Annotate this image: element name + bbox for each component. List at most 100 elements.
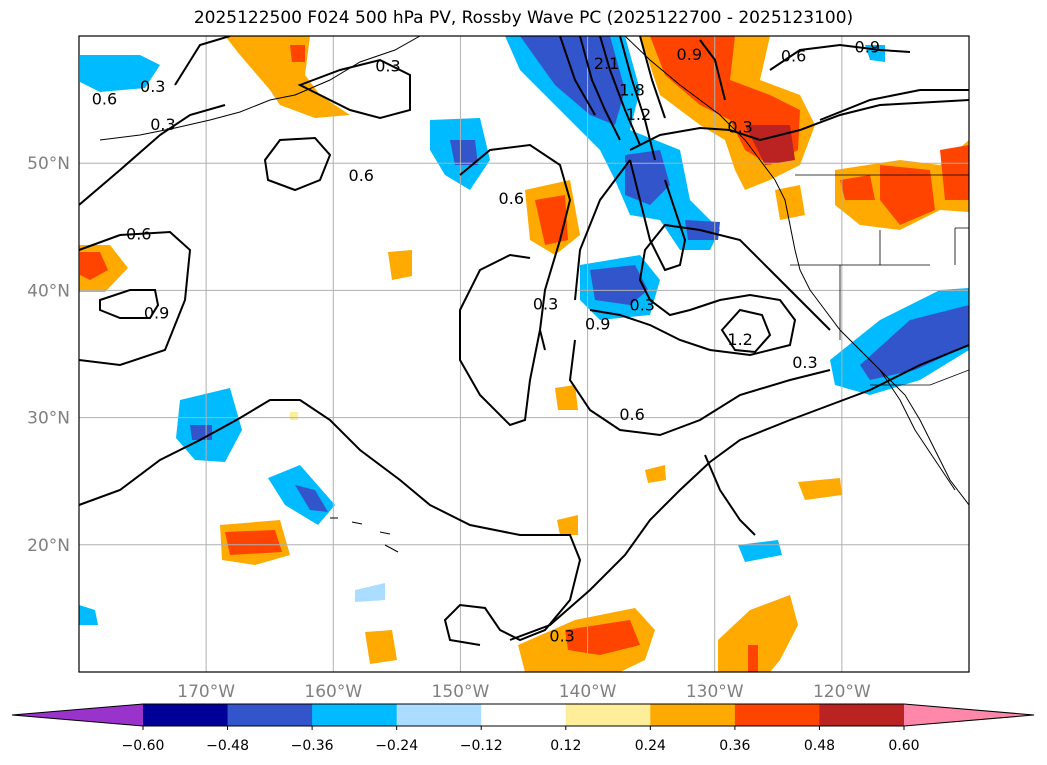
- border-us-mexico: [870, 369, 969, 386]
- contour-line: [574, 159, 631, 301]
- colorbar-extend-min: [12, 704, 143, 726]
- colorbar-segment: [143, 704, 229, 726]
- contour-label: 0.6: [499, 189, 524, 208]
- contour-line: [99, 289, 160, 319]
- contour-line: [819, 89, 969, 121]
- contour-line: [629, 99, 969, 151]
- lon-tick-label: 160°W: [304, 682, 362, 702]
- map-frame: [78, 35, 970, 673]
- contour-line: [629, 159, 687, 272]
- positive-anomaly-region: [290, 45, 305, 62]
- colorbar-tick-label: −0.12: [460, 738, 503, 754]
- positive-anomaly-region: [225, 36, 350, 118]
- positive-anomaly-region: [365, 630, 397, 664]
- contour-line: [704, 454, 756, 536]
- positive-anomaly-region: [557, 515, 578, 535]
- colorbar-tick-label: −0.36: [291, 738, 334, 754]
- negative-anomaly-region: [590, 265, 648, 305]
- colorbar-tick-label: −0.60: [122, 738, 165, 754]
- lat-tick-label: 50°N: [27, 154, 70, 174]
- positive-anomaly-region: [565, 620, 640, 655]
- coastline-alaska: [294, 36, 421, 96]
- colorbar: −0.60 −0.48 −0.36 −0.24 −0.12 0.12 0.24 0.36 0.4…: [11, 703, 1035, 754]
- contour-line: [297, 58, 411, 120]
- lat-tick-label: 30°N: [27, 409, 70, 429]
- contour-label: 1.2: [727, 330, 752, 349]
- colorbar-segment: [396, 704, 482, 726]
- contour-label: 0.3: [375, 57, 400, 76]
- contour-line: [79, 230, 192, 367]
- contour-label: 0.9: [144, 303, 169, 322]
- colorbar-tick-label: −0.48: [206, 738, 249, 754]
- map-background: [79, 36, 969, 672]
- borders: [790, 174, 969, 386]
- border-us-states: [790, 227, 969, 340]
- negative-anomaly-region: [295, 485, 328, 512]
- contour-label: 0.6: [92, 90, 117, 109]
- contour-label: 0.9: [855, 37, 880, 56]
- coastline-hawaii: [330, 517, 399, 553]
- positive-anomaly-region: [225, 530, 282, 555]
- negative-anomaly-region: [355, 583, 385, 602]
- contour-label: 1.8: [619, 81, 644, 100]
- contour-label: 0.6: [349, 166, 374, 185]
- contour-line: [699, 39, 726, 101]
- contour-line: [639, 36, 666, 119]
- lon-tick-label: 150°W: [432, 682, 490, 702]
- lon-tick-label: 130°W: [686, 682, 744, 702]
- positive-anomaly-region: [880, 165, 935, 225]
- coastline-north-america: [624, 36, 969, 506]
- colorbar-segment: [481, 704, 567, 726]
- contour-label: 2.1: [594, 54, 619, 73]
- negative-anomaly-region: [625, 150, 670, 205]
- positive-anomaly-region: [748, 645, 758, 672]
- contour-line: [263, 136, 332, 192]
- contour-line: [559, 36, 596, 116]
- colorbar-tick-label: 0.48: [804, 738, 835, 754]
- positive-anomaly-region: [798, 478, 842, 500]
- negative-anomaly-region: [860, 305, 969, 380]
- map-gridlines: [79, 36, 969, 672]
- contour-label: 0.6: [126, 224, 151, 243]
- contour-labels: 0.3 0.6 0.6 0.3 0.6 0.9 0.6 0.3 0.3 2.11.8 1.2 0.9 0…: [92, 37, 880, 645]
- lon-tick-label: 170°W: [177, 682, 235, 702]
- contour-line: [174, 36, 231, 86]
- pv-anomaly-shading: [79, 36, 969, 672]
- contour-label: 0.9: [677, 45, 702, 64]
- colorbar-tick-label: 0.24: [635, 738, 666, 754]
- contour-label: 0.3: [533, 294, 558, 313]
- lat-tick-label: 40°N: [27, 281, 70, 301]
- negative-anomaly-region: [738, 540, 782, 562]
- contour-line: [568, 339, 831, 437]
- contour-line: [79, 104, 226, 206]
- negative-anomaly-region: [450, 140, 478, 165]
- contour-line: [459, 253, 541, 427]
- contour-label: 0.6: [619, 405, 644, 424]
- contour-label: 0.6: [781, 46, 806, 65]
- coastline-baja: [879, 369, 956, 491]
- colorbar-segment: [565, 704, 651, 726]
- coastline-aleutians: [99, 94, 296, 141]
- positive-anomaly-region: [290, 412, 298, 420]
- contour-label: 1.2: [626, 105, 651, 124]
- colorbar-tick-label: −0.24: [375, 738, 418, 754]
- coastlines: [99, 36, 969, 553]
- positive-anomaly-region: [645, 465, 666, 483]
- positive-anomaly-region: [535, 195, 568, 245]
- contour-line: [769, 43, 911, 71]
- latitude-labels: 20°N 30°N 40°N 50°N: [27, 154, 70, 556]
- positive-anomaly-region: [840, 175, 875, 200]
- positive-anomaly-region: [555, 385, 578, 410]
- contour-line: [509, 344, 969, 641]
- contour-line: [579, 36, 621, 141]
- lon-tick-label: 140°W: [559, 682, 617, 702]
- colorbar-tick-label: 0.60: [888, 738, 919, 754]
- contour-label: 0.3: [630, 296, 655, 315]
- positive-anomaly-region: [388, 250, 412, 280]
- negative-anomaly-region: [79, 605, 98, 625]
- figure-title: 2025122500 F024 500 hPa PV, Rossby Wave …: [193, 8, 854, 28]
- lon-tick-label: 120°W: [813, 682, 871, 702]
- negative-anomaly-region: [190, 425, 212, 440]
- contour-label: 0.3: [150, 115, 175, 134]
